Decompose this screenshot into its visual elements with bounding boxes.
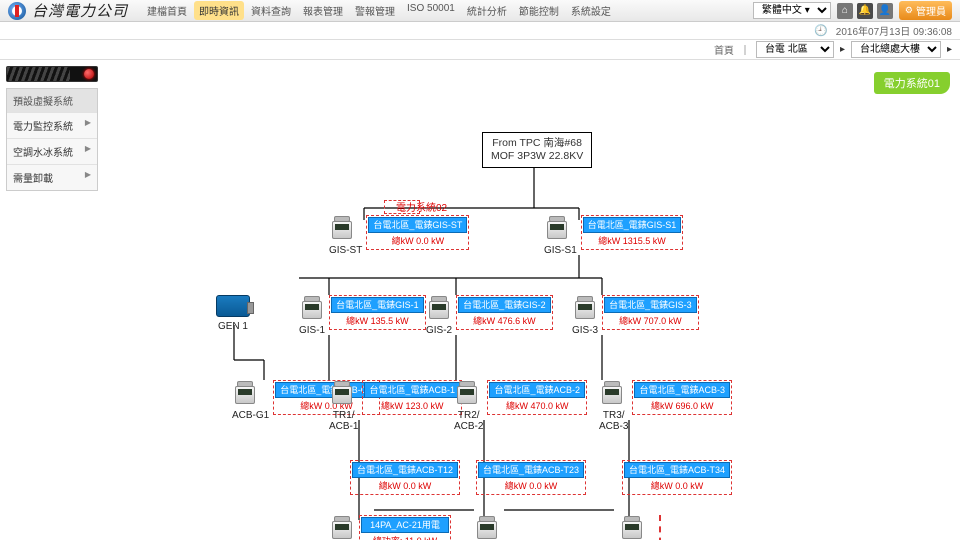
breadcrumb-home[interactable]: 首頁: [714, 42, 734, 57]
nav-7[interactable]: 節能控制: [514, 1, 564, 20]
status-bar: 🕘 2016年07月13日 09:36:08: [0, 22, 960, 40]
meter-icon: [544, 215, 570, 245]
nav-6[interactable]: 統計分析: [462, 1, 512, 20]
dash-line-right: [659, 515, 661, 540]
node-acb-t23[interactable]: ACB T23: [474, 515, 500, 540]
datetime-text: 2016年07月13日 09:36:08: [836, 23, 952, 38]
node-gis-s1[interactable]: GIS-S1 台電北區_電錶GIS-S1 總kW 1315.5 kW: [544, 215, 683, 256]
side-menu-header: 預設虛擬系統: [7, 89, 97, 112]
admin-button[interactable]: 管理員: [899, 1, 952, 20]
clock-icon: 🕘: [814, 24, 828, 37]
source-info-box: From TPC 南海#68 MOF 3P3W 22.8KV: [482, 132, 592, 168]
device-label: GIS-ST: [329, 245, 362, 256]
main-nav: 建檔首頁即時資訊資料查詢報表管理警報管理ISO 50001統計分析節能控制系統設…: [142, 1, 616, 20]
nav-4[interactable]: 警報管理: [350, 1, 400, 20]
node-acb-2[interactable]: TR2/ ACB-2 台電北區_電錶ACB-2總kW 470.0 kW: [454, 380, 587, 432]
nav-1[interactable]: 即時資訊: [194, 1, 244, 20]
generator-icon: [216, 295, 250, 317]
side-item-0[interactable]: 電力監控系統▶: [7, 112, 97, 138]
node-gis-3[interactable]: GIS-3 台電北區_電錶GIS-3總kW 707.0 kW: [572, 295, 699, 336]
side-item-2[interactable]: 需量卸載▶: [7, 164, 97, 190]
node-acb-t34[interactable]: ACB T34: [619, 515, 645, 540]
node-acb-3[interactable]: TR3/ ACB-3 台電北區_電錶ACB-3總kW 696.0 kW: [599, 380, 732, 432]
home-icon[interactable]: ⌂: [837, 3, 853, 19]
user-icon[interactable]: 👤: [877, 3, 893, 19]
building-select[interactable]: 台北總處大樓: [851, 41, 941, 58]
language-select[interactable]: 繁體中文 ▾: [753, 2, 831, 19]
breadcrumb-bar: 首頁 ｜ 台電 北區 ▸ 台北總處大樓 ▸: [0, 40, 960, 60]
node-acb-t12[interactable]: ACB T12 14PA_AC-21用電總功率: 11.0 kW: [329, 515, 451, 540]
device-label: GEN 1: [218, 321, 248, 332]
node-acb-1[interactable]: TR1/ ACB-1 台電北區_電錶ACB-1總kW 123.0 kW: [329, 380, 462, 432]
topbar: 台灣電力公司 建檔首頁即時資訊資料查詢報表管理警報管理ISO 50001統計分析…: [0, 0, 960, 22]
status-led-bar: [6, 66, 98, 82]
alert-icon[interactable]: 🔔: [857, 3, 873, 19]
node-gis-2[interactable]: GIS-2 台電北區_電錶GIS-2總kW 476.6 kW: [426, 295, 553, 336]
node-gen1[interactable]: GEN 1: [216, 295, 250, 332]
diagram-canvas: 電力系統01: [104, 60, 960, 540]
region-select[interactable]: 台電 北區: [756, 41, 834, 58]
nav-8[interactable]: 系統設定: [566, 1, 616, 20]
device-label: GIS-S1: [544, 245, 577, 256]
nav-2[interactable]: 資料查詢: [246, 1, 296, 20]
side-menu: 預設虛擬系統 電力監控系統▶空調水冰系統▶需量卸載▶: [6, 88, 98, 191]
node-acb-t23-tag[interactable]: 台電北區_電錶ACB-T23總kW 0.0 kW: [476, 460, 586, 495]
node-gis-st[interactable]: GIS-ST 台電北區_電錶GIS-ST 總kW 0.0 kW: [329, 215, 469, 256]
logo-icon: [8, 2, 26, 20]
brand-title: 台灣電力公司: [32, 0, 128, 21]
node-acb-t12-tag[interactable]: 台電北區_電錶ACB-T12總kW 0.0 kW: [350, 460, 460, 495]
sidebar: 預設虛擬系統 電力監控系統▶空調水冰系統▶需量卸載▶: [0, 60, 104, 540]
sys02-label[interactable]: 電力系統02: [396, 199, 447, 214]
alarm-lamp-icon: [84, 69, 94, 79]
meter-icon: [329, 215, 355, 245]
nav-0[interactable]: 建檔首頁: [142, 1, 192, 20]
side-item-1[interactable]: 空調水冰系統▶: [7, 138, 97, 164]
nav-3[interactable]: 報表管理: [298, 1, 348, 20]
nav-5[interactable]: ISO 50001: [402, 1, 460, 20]
node-acb-t34-tag[interactable]: 台電北區_電錶ACB-T34總kW 0.0 kW: [622, 460, 732, 495]
node-gis-1[interactable]: GIS-1 台電北區_電錶GIS-1總kW 135.5 kW: [299, 295, 426, 336]
